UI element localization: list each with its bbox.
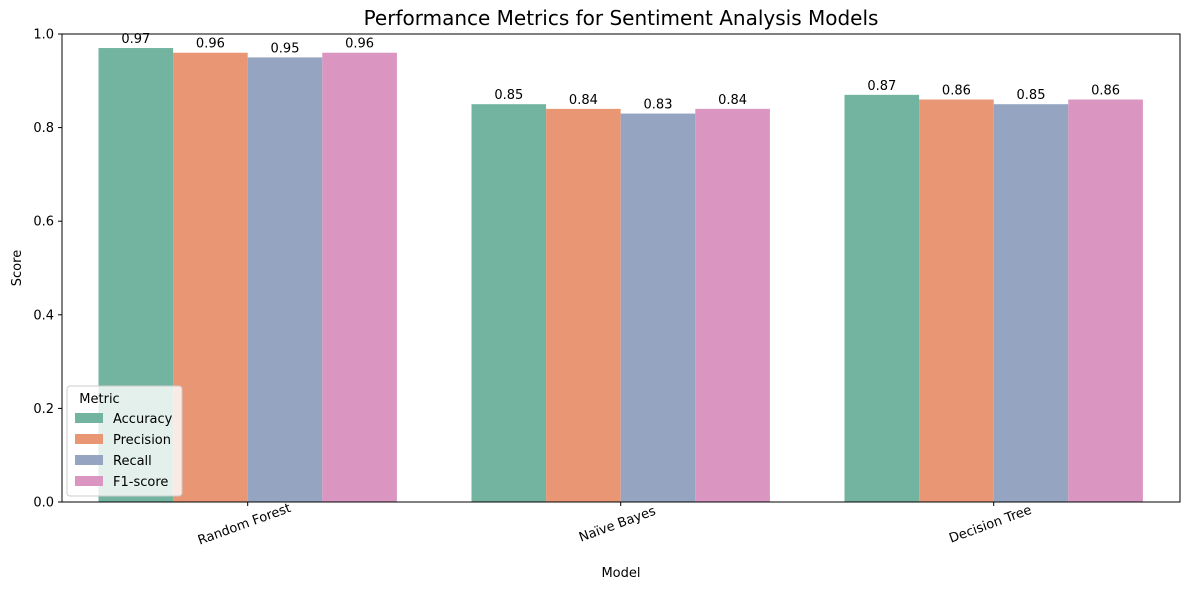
legend-swatch-precision — [75, 434, 103, 444]
bar-recall — [247, 57, 323, 503]
bar-f1-score — [695, 108, 770, 502]
bar-value-label: 0.97 — [121, 32, 150, 47]
bar-value-label: 0.96 — [196, 37, 225, 52]
bar-value-label: 0.87 — [867, 79, 896, 94]
x-tick-label: Naïve Bayes — [577, 504, 658, 546]
x-tick-label: Random Forest — [196, 501, 293, 549]
y-tick-label: 0.8 — [33, 121, 54, 136]
legend: Metric Accuracy Precision Recall F1-score — [66, 385, 183, 497]
y-axis-label: Score — [10, 250, 25, 286]
bar-value-label: 0.84 — [718, 93, 747, 108]
bar-accuracy — [844, 94, 920, 502]
legend-label: F1-score — [113, 475, 168, 490]
bar-precision — [546, 108, 621, 502]
bar-f1-score — [1068, 99, 1143, 503]
x-axis: Random Forest Naïve Bayes Decision Tree — [196, 501, 1034, 549]
x-axis-label: Model — [601, 566, 640, 581]
x-tick-label: Decision Tree — [947, 503, 1033, 547]
y-tick-label: 0.0 — [33, 496, 54, 511]
bar-recall — [620, 113, 696, 502]
bar-value-label: 0.96 — [345, 37, 374, 52]
bar-precision — [919, 99, 994, 503]
bar-f1-score — [322, 52, 397, 502]
bar-value-label: 0.95 — [271, 41, 300, 56]
bar-value-label: 0.86 — [1091, 84, 1120, 99]
bar-recall — [993, 104, 1069, 502]
bar-value-label: 0.85 — [1017, 88, 1046, 103]
chart-title: Performance Metrics for Sentiment Analys… — [364, 6, 879, 30]
bar-value-label: 0.83 — [644, 98, 673, 113]
legend-items: Accuracy Precision Recall F1-score — [75, 412, 173, 490]
bar-accuracy — [471, 104, 547, 502]
y-tick-label: 0.2 — [33, 402, 54, 417]
legend-title: Metric — [79, 392, 119, 407]
legend-label: Precision — [113, 433, 171, 448]
y-axis: 0.0 0.2 0.4 0.6 0.8 1.0 — [33, 28, 62, 511]
y-tick-label: 1.0 — [33, 28, 54, 43]
bars-layer — [98, 48, 1143, 503]
legend-swatch-recall — [75, 455, 103, 465]
y-tick-label: 0.4 — [33, 308, 54, 323]
legend-label: Recall — [113, 454, 152, 469]
value-labels-layer: 0.97 0.85 0.87 0.96 0.84 0.86 0.95 0.83 0.85 0.96… — [121, 32, 1120, 113]
bar-value-label: 0.84 — [569, 93, 598, 108]
bar-value-label: 0.85 — [494, 88, 523, 103]
bar-precision — [173, 52, 248, 502]
bar-value-label: 0.86 — [942, 84, 971, 99]
legend-swatch-f1-score — [75, 476, 103, 486]
legend-swatch-accuracy — [75, 413, 103, 423]
y-tick-label: 0.6 — [33, 215, 54, 230]
legend-label: Accuracy — [113, 412, 173, 427]
